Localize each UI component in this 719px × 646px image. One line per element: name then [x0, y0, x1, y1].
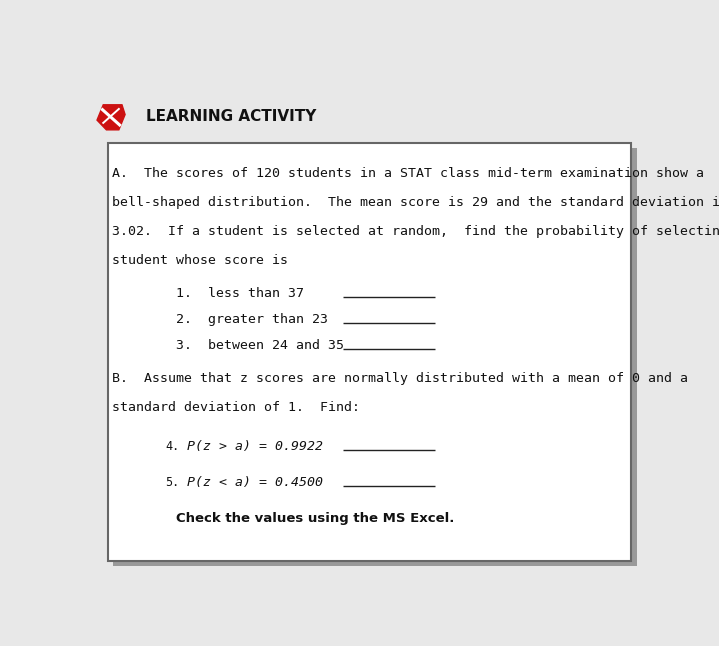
Text: 3.  between 24 and 35: 3. between 24 and 35: [176, 339, 344, 352]
Text: LEARNING ACTIVITY: LEARNING ACTIVITY: [145, 109, 316, 124]
Text: student whose score is: student whose score is: [112, 254, 288, 267]
Text: bell-shaped distribution.  The mean score is 29 and the standard deviation is: bell-shaped distribution. The mean score…: [112, 196, 719, 209]
Text: 5.: 5.: [165, 476, 179, 489]
Text: P(z < a) = 0.4500: P(z < a) = 0.4500: [179, 476, 323, 489]
Text: Check the values using the MS Excel.: Check the values using the MS Excel.: [176, 512, 454, 525]
Text: B.  Assume that z scores are normally distributed with a mean of 0 and a: B. Assume that z scores are normally dis…: [112, 373, 688, 386]
Bar: [108, 143, 631, 561]
Text: 3.02.  If a student is selected at random,  find the probability of selecting a: 3.02. If a student is selected at random…: [112, 225, 719, 238]
Text: 1.  less than 37: 1. less than 37: [176, 287, 304, 300]
Text: P(z > a) = 0.9922: P(z > a) = 0.9922: [179, 440, 323, 453]
Text: 4.: 4.: [165, 440, 179, 453]
Text: 2.  greater than 23: 2. greater than 23: [176, 313, 329, 326]
Bar: [114, 148, 637, 566]
Text: standard deviation of 1.  Find:: standard deviation of 1. Find:: [112, 401, 360, 414]
Polygon shape: [97, 105, 125, 130]
Text: A.  The scores of 120 students in a STAT class mid-term examination show a: A. The scores of 120 students in a STAT …: [112, 167, 704, 180]
